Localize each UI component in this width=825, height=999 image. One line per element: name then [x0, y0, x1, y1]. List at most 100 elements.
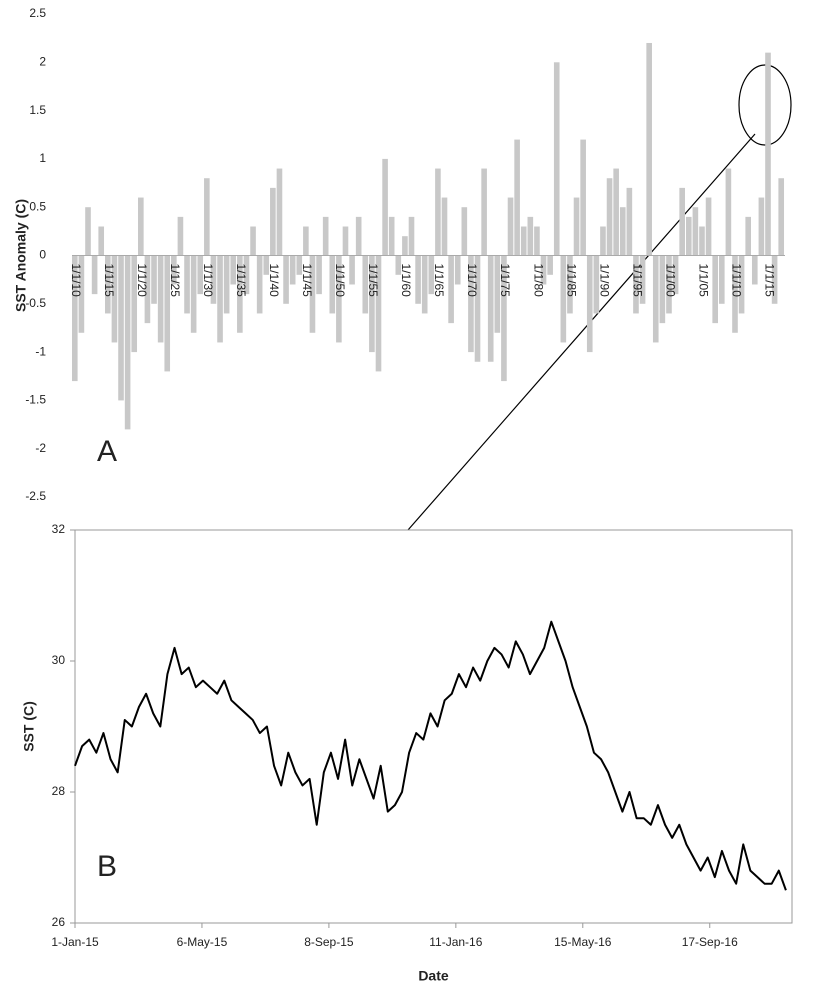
panel-label: B — [97, 850, 117, 883]
bar — [204, 178, 210, 256]
bar — [342, 226, 349, 256]
bar — [738, 255, 745, 314]
bar — [751, 255, 758, 285]
bar — [606, 178, 613, 256]
bar — [468, 255, 474, 353]
x-tick-label: 1/1/60 — [399, 264, 413, 298]
bar — [369, 255, 375, 353]
x-tick-label: 1/1/90 — [597, 264, 611, 298]
bar — [771, 255, 778, 304]
highlight-circle — [738, 64, 792, 146]
x-tick-label: 1/1/25 — [168, 264, 182, 298]
bar — [408, 216, 415, 256]
bar — [223, 255, 230, 314]
bar — [329, 255, 336, 314]
bar — [316, 255, 322, 295]
x-tick-label: 1-Jan-15 — [51, 935, 99, 949]
bar — [560, 255, 567, 343]
x-tick-label: 1/1/10 — [69, 264, 83, 298]
bar — [652, 255, 659, 343]
bar — [190, 255, 197, 333]
bar — [85, 207, 91, 256]
bar — [217, 255, 223, 343]
bar — [157, 255, 164, 343]
bar — [78, 255, 85, 333]
bar — [296, 255, 303, 275]
bar — [303, 226, 309, 256]
y-tick-label: 0 — [39, 248, 46, 262]
bar — [527, 216, 534, 256]
bar — [289, 255, 296, 285]
bar — [210, 255, 217, 304]
bar — [263, 255, 270, 275]
bar — [91, 255, 98, 295]
bar — [441, 197, 448, 256]
bar — [138, 197, 144, 256]
bar — [487, 255, 494, 362]
bar — [586, 255, 593, 353]
y-tick-label: -1.5 — [25, 393, 46, 407]
x-axis-title: Date — [418, 968, 449, 984]
bar — [613, 168, 619, 256]
y-tick-label: 0.5 — [29, 199, 46, 213]
bar — [118, 255, 124, 401]
bar — [131, 255, 138, 353]
bar — [593, 255, 600, 314]
bar — [230, 255, 237, 285]
bar — [712, 255, 718, 324]
bar — [355, 216, 362, 256]
zoom-connector — [407, 133, 756, 531]
bar — [514, 139, 520, 256]
x-tick-label: 6-May-15 — [177, 935, 228, 949]
bar — [540, 255, 547, 285]
bar — [745, 216, 752, 256]
bar — [144, 255, 151, 324]
bar — [765, 52, 771, 256]
bar — [124, 255, 131, 430]
bar — [98, 226, 105, 256]
y-tick-label: 1.5 — [29, 103, 46, 117]
x-tick-label: 8-Sep-15 — [304, 935, 354, 949]
plot-frame — [74, 529, 793, 924]
x-tick-label: 1/1/15 — [762, 264, 776, 298]
y-axis-title: SST (C) — [21, 701, 37, 752]
bar — [718, 255, 725, 304]
bar — [461, 207, 468, 256]
y-tick-label: 2 — [39, 54, 46, 68]
bar — [105, 255, 111, 314]
panel-label: A — [97, 435, 117, 468]
bar — [395, 255, 402, 275]
bar — [362, 255, 369, 314]
bar — [725, 168, 732, 256]
bar — [699, 226, 705, 256]
x-tick-label: 1/1/70 — [465, 264, 479, 298]
x-tick-label: 1/1/00 — [663, 264, 677, 298]
bar — [164, 255, 171, 372]
bar — [659, 255, 666, 324]
y-tick-label: 1 — [39, 151, 46, 165]
bar — [520, 226, 527, 256]
bar — [507, 197, 514, 256]
bar — [111, 255, 118, 343]
x-tick-label: 1/1/45 — [300, 264, 314, 298]
bar — [309, 255, 316, 333]
x-tick-label: 1/1/20 — [135, 264, 149, 298]
x-tick-label: 1/1/05 — [696, 264, 710, 298]
y-tick-label: 2.5 — [29, 6, 46, 20]
x-tick-label: 1/1/40 — [267, 264, 281, 298]
y-tick-label: 26 — [52, 915, 66, 929]
bar — [679, 187, 685, 256]
bar — [402, 236, 408, 256]
bar — [72, 255, 78, 382]
bar — [283, 255, 289, 304]
bar — [421, 255, 428, 314]
bar — [685, 216, 692, 256]
bar — [626, 187, 633, 256]
bar — [732, 255, 738, 333]
bar — [553, 62, 560, 256]
bar — [474, 255, 481, 362]
bar — [270, 187, 276, 256]
bar — [415, 255, 421, 304]
x-tick-label: 17-Sep-16 — [682, 935, 738, 949]
bar — [646, 42, 652, 256]
